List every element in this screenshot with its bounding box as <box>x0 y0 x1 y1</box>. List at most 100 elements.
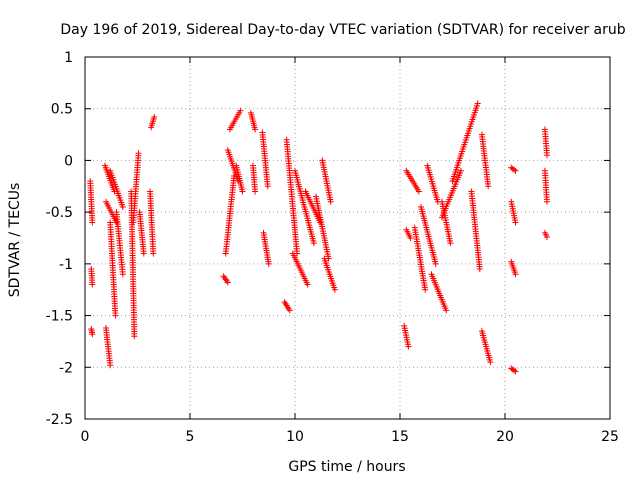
data-point <box>511 166 518 173</box>
data-point <box>512 368 519 375</box>
satellite-track <box>88 326 96 338</box>
satellite-track <box>107 167 126 210</box>
satellite-track <box>424 162 441 205</box>
satellite-track <box>541 167 550 205</box>
y-tick-label: -2 <box>59 360 73 376</box>
satellite-track <box>283 136 301 257</box>
satellite-track <box>439 198 454 247</box>
x-axis-title: GPS time / hours <box>288 459 405 475</box>
data-point <box>511 367 518 374</box>
satellite-track <box>478 131 492 190</box>
satellite-track <box>220 273 231 286</box>
satellite-track <box>418 203 439 267</box>
data-point <box>331 286 338 293</box>
satellite-track <box>401 322 412 350</box>
data-point <box>304 281 311 288</box>
satellite-track <box>260 229 272 267</box>
data-point <box>512 271 519 278</box>
y-tick-label: -1 <box>59 257 73 273</box>
satellite-track <box>449 100 481 185</box>
data-point <box>512 167 519 174</box>
satellite-track <box>289 250 311 288</box>
data-point <box>239 188 246 195</box>
data-point <box>544 152 550 159</box>
x-tick-label: 15 <box>391 429 409 445</box>
data-point <box>443 307 450 314</box>
data-point <box>422 286 429 293</box>
grid <box>85 57 610 419</box>
satellite-track <box>222 172 238 257</box>
satellite-track <box>113 209 126 278</box>
data-point <box>107 362 114 369</box>
data-point <box>237 107 244 114</box>
data-point <box>447 240 454 247</box>
chart-title: Day 196 of 2019, Sidereal Day-to-day VTE… <box>60 22 625 38</box>
data-point <box>407 235 414 241</box>
data-point <box>89 219 96 226</box>
axis-ticks: 0 5 10 15 20 25 1 0.5 0 -0.5 -1 -1.5 -2 -2.5 <box>46 50 619 445</box>
data-point <box>89 281 96 288</box>
data-point <box>264 183 271 190</box>
satellite-track <box>541 229 550 240</box>
data-point <box>485 183 492 190</box>
satellite-track <box>403 226 414 241</box>
x-tick-label: 0 <box>81 429 90 445</box>
satellite-track <box>319 157 334 205</box>
data-point <box>286 307 293 314</box>
satellite-track <box>508 365 519 375</box>
satellite-track <box>130 150 142 226</box>
satellite-track <box>88 266 96 288</box>
satellite-track <box>136 209 147 257</box>
data-point <box>112 312 119 319</box>
y-tick-label: -1.5 <box>46 309 73 325</box>
data-point <box>252 126 259 133</box>
satellite-track <box>281 299 293 314</box>
x-tick-label: 25 <box>601 429 619 445</box>
data-point <box>512 219 519 226</box>
data-point <box>310 240 317 247</box>
data-point <box>457 167 464 174</box>
satellite-track <box>226 107 244 133</box>
satellite-track <box>250 162 259 195</box>
data-point <box>415 188 422 195</box>
data-point <box>89 331 96 338</box>
data-point <box>150 250 157 257</box>
satellite-track <box>508 258 519 278</box>
satellite-track <box>403 167 422 195</box>
satellite-track <box>233 162 246 195</box>
plot-frame <box>84 56 611 420</box>
y-tick-label: -0.5 <box>46 205 73 221</box>
satellite-track <box>508 198 519 226</box>
data-points <box>87 100 550 375</box>
satellite-track <box>148 113 158 131</box>
data-point <box>405 343 412 350</box>
satellite-track <box>259 129 271 190</box>
data-point <box>544 198 550 205</box>
satellite-track <box>428 271 450 314</box>
y-tick-label: -2.5 <box>46 412 73 428</box>
satellite-track <box>87 178 96 226</box>
satellite-track <box>247 109 259 133</box>
data-point <box>119 271 126 278</box>
y-tick-label: 1 <box>64 50 73 66</box>
data-point <box>544 233 550 240</box>
satellite-track <box>541 126 550 159</box>
data-point <box>119 203 126 210</box>
y-tick-label: 0 <box>64 153 73 169</box>
y-axis-title: SDTVAR / TECUs <box>7 183 23 298</box>
data-point <box>151 113 158 120</box>
satellite-track <box>302 188 324 226</box>
satellite-track <box>147 188 157 257</box>
data-point <box>432 260 439 267</box>
data-point <box>487 359 494 366</box>
data-point <box>140 250 147 257</box>
satellite-track <box>107 219 119 319</box>
x-tick-label: 20 <box>496 429 514 445</box>
satellite-track <box>468 188 483 273</box>
data-point <box>476 266 483 273</box>
data-point <box>474 100 481 107</box>
satellite-track <box>292 167 317 247</box>
data-point <box>135 150 142 157</box>
satellite-track <box>439 167 464 221</box>
